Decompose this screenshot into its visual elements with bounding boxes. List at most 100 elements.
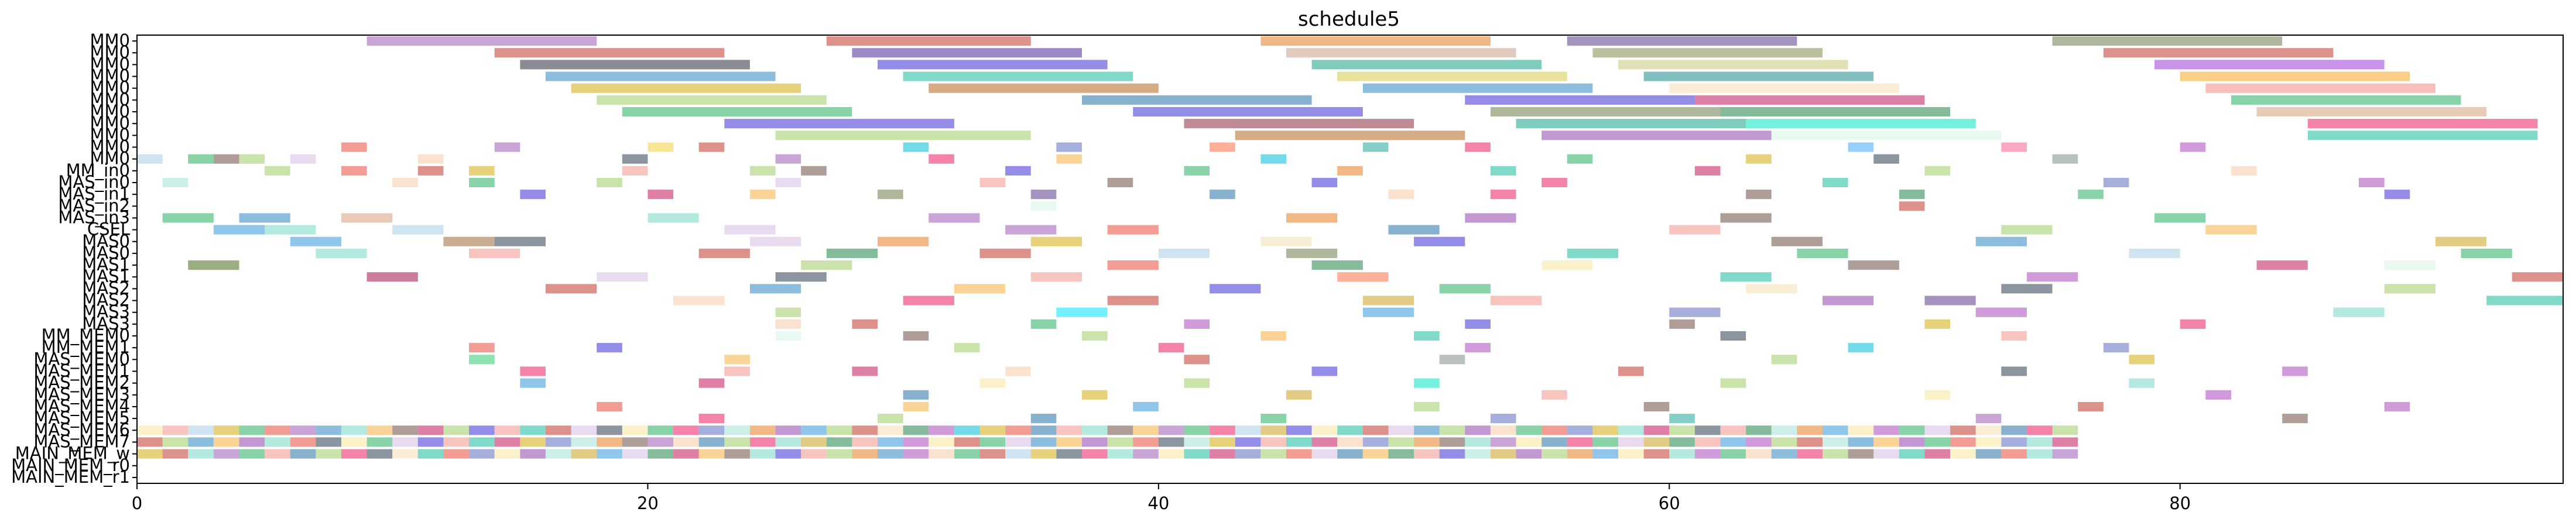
task-bar xyxy=(2103,48,2334,58)
task-bar xyxy=(341,213,393,223)
task-bar xyxy=(1465,343,1491,353)
task-bar xyxy=(1439,449,1465,459)
task-bar xyxy=(852,425,878,435)
task-bar xyxy=(2282,414,2308,424)
y-tick-label: MM0 xyxy=(90,54,131,74)
task-bar xyxy=(213,425,239,435)
task-bar xyxy=(392,177,418,188)
task-bar xyxy=(316,449,341,459)
task-bar xyxy=(2001,449,2027,459)
y-tick-label: MAS0 xyxy=(82,243,130,263)
bars-layer xyxy=(137,36,2563,459)
task-bar xyxy=(724,366,750,376)
task-bar xyxy=(494,48,725,58)
task-bar xyxy=(1465,319,1491,329)
task-bar xyxy=(239,425,265,435)
task-bar xyxy=(2384,190,2410,200)
task-bar xyxy=(1720,331,1746,341)
task-bar xyxy=(1694,95,1925,105)
task-bar xyxy=(1746,449,1772,459)
task-bar xyxy=(1924,390,1951,400)
plot-frame xyxy=(136,35,2564,484)
task-bar xyxy=(443,236,495,246)
task-bar xyxy=(749,449,776,459)
task-bar xyxy=(1924,296,1976,305)
task-bar xyxy=(1592,449,1619,459)
task-bar xyxy=(1362,425,1389,435)
task-bar xyxy=(1822,296,1874,305)
task-bar xyxy=(1210,284,1261,294)
task-bar xyxy=(571,83,801,93)
task-bar xyxy=(1210,190,1235,200)
task-bar xyxy=(954,284,1006,294)
task-bar xyxy=(316,248,367,258)
task-bar xyxy=(826,36,1031,46)
task-bar xyxy=(1311,449,1338,459)
task-bar xyxy=(1362,437,1389,447)
task-bar xyxy=(2180,71,2410,81)
task-bar xyxy=(1950,437,1976,447)
task-bar xyxy=(1005,425,1031,435)
task-bar xyxy=(852,449,878,459)
task-bar xyxy=(1771,355,1797,365)
y-tick-label: MAS_in0 xyxy=(58,172,130,192)
task-bar xyxy=(903,390,929,400)
task-bar xyxy=(1210,449,1235,459)
task-bar xyxy=(1899,437,1925,447)
task-bar xyxy=(1311,260,1363,270)
task-bar xyxy=(392,225,444,235)
task-bar xyxy=(1746,425,1772,435)
task-bar xyxy=(520,190,546,200)
task-bar xyxy=(2026,449,2053,459)
task-bar xyxy=(698,449,725,459)
task-bar xyxy=(1158,449,1184,459)
task-bar xyxy=(622,437,648,447)
task-bar xyxy=(1720,272,1772,282)
task-bar xyxy=(1210,437,1235,447)
y-tick-label: MM0 xyxy=(90,90,131,109)
task-bar xyxy=(903,331,929,341)
task-bar xyxy=(1005,449,1031,459)
task-bar xyxy=(571,449,597,459)
task-bar xyxy=(494,142,520,152)
task-bar xyxy=(1030,319,1057,329)
task-bar xyxy=(366,272,418,282)
task-bar xyxy=(2307,119,2538,129)
task-bar xyxy=(1260,154,1286,164)
task-bar xyxy=(290,425,316,435)
task-bar xyxy=(801,166,827,176)
task-bar xyxy=(1260,437,1286,447)
task-bar xyxy=(1184,378,1210,388)
task-bar xyxy=(2154,213,2206,223)
task-bar xyxy=(1081,331,1108,341)
task-bar xyxy=(2001,142,2027,152)
task-bar xyxy=(749,236,801,246)
task-bar xyxy=(878,414,903,424)
task-bar xyxy=(341,425,367,435)
task-bar xyxy=(213,225,265,235)
task-bar xyxy=(1210,425,1235,435)
task-bar xyxy=(162,449,189,459)
task-bar xyxy=(1005,437,1031,447)
task-bar xyxy=(1669,319,1695,329)
task-bar xyxy=(1797,437,1823,447)
y-tick-label: MM0 xyxy=(90,30,131,50)
task-bar xyxy=(520,378,546,388)
task-bar xyxy=(290,154,316,164)
task-bar xyxy=(469,343,495,353)
task-bar xyxy=(494,449,520,459)
task-bar xyxy=(622,154,648,164)
task-bar xyxy=(801,425,827,435)
task-bar xyxy=(1184,166,1210,176)
y-tick-label: MM0 xyxy=(90,42,131,62)
task-bar xyxy=(1158,248,1210,258)
task-bar xyxy=(597,437,622,447)
y-tick-label: MAS_MEM5 xyxy=(33,408,130,428)
task-bar xyxy=(1669,449,1695,459)
task-bar xyxy=(878,449,903,459)
task-bar xyxy=(1030,190,1057,200)
task-bar xyxy=(188,154,214,164)
task-bar xyxy=(2231,166,2257,176)
task-bar xyxy=(673,449,699,459)
task-bar xyxy=(2052,449,2078,459)
